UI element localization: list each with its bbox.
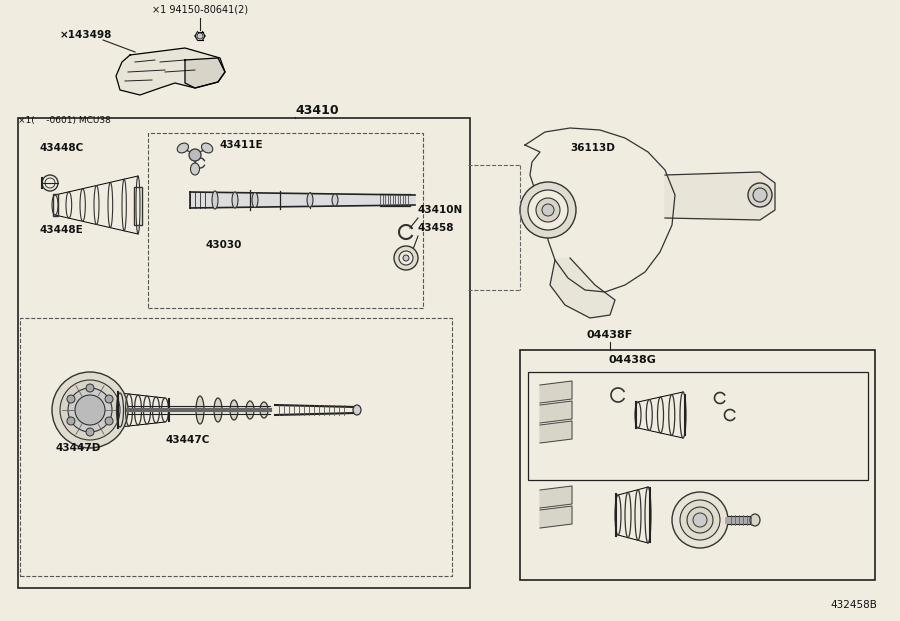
Circle shape: [197, 33, 203, 39]
Circle shape: [672, 492, 728, 548]
Text: 43448E: 43448E: [40, 225, 84, 235]
Ellipse shape: [307, 193, 313, 207]
Polygon shape: [540, 506, 572, 528]
Text: ×1 94150-80641(2): ×1 94150-80641(2): [152, 5, 248, 15]
Polygon shape: [525, 128, 675, 292]
Circle shape: [105, 417, 113, 425]
Ellipse shape: [232, 192, 238, 208]
Text: 43447C: 43447C: [165, 435, 210, 445]
Ellipse shape: [196, 396, 204, 424]
Text: 43030: 43030: [205, 240, 241, 250]
Circle shape: [753, 188, 767, 202]
Polygon shape: [665, 172, 775, 220]
Ellipse shape: [332, 194, 338, 206]
Text: ×1(    -0601) MCU38: ×1( -0601) MCU38: [18, 116, 111, 124]
Circle shape: [86, 428, 94, 436]
Bar: [520, 350, 875, 580]
Text: 43410: 43410: [295, 104, 338, 117]
Text: 43447D: 43447D: [55, 443, 101, 453]
Bar: [20, 318, 452, 576]
Ellipse shape: [353, 405, 361, 415]
Polygon shape: [540, 401, 572, 423]
Polygon shape: [190, 193, 415, 207]
Bar: [528, 372, 868, 480]
Polygon shape: [540, 486, 572, 508]
Polygon shape: [540, 381, 572, 403]
Text: 36113D: 36113D: [570, 143, 615, 153]
Text: 432458B: 432458B: [830, 600, 877, 610]
Circle shape: [52, 372, 128, 448]
Ellipse shape: [191, 163, 200, 175]
Circle shape: [86, 384, 94, 392]
Circle shape: [748, 183, 772, 207]
Bar: [18, 118, 470, 588]
Circle shape: [189, 149, 201, 161]
Bar: [134, 187, 142, 225]
Circle shape: [542, 204, 554, 216]
Polygon shape: [116, 48, 225, 95]
Text: 43448C: 43448C: [40, 143, 85, 153]
Ellipse shape: [246, 401, 254, 419]
Ellipse shape: [212, 191, 218, 209]
Ellipse shape: [177, 143, 188, 153]
Text: 43458: 43458: [418, 223, 454, 233]
Text: 43411E: 43411E: [220, 140, 264, 150]
Circle shape: [528, 190, 568, 230]
Circle shape: [403, 255, 409, 261]
Polygon shape: [540, 421, 572, 443]
Ellipse shape: [202, 143, 212, 153]
Circle shape: [680, 500, 720, 540]
Bar: [53, 194, 58, 216]
Circle shape: [60, 380, 120, 440]
Circle shape: [75, 395, 105, 425]
Circle shape: [399, 251, 413, 265]
Circle shape: [394, 246, 418, 270]
Circle shape: [68, 388, 112, 432]
Ellipse shape: [230, 400, 238, 420]
Bar: [148, 133, 423, 308]
Text: 43410N: 43410N: [418, 205, 464, 215]
Circle shape: [67, 417, 75, 425]
Text: 04438F: 04438F: [587, 330, 633, 340]
Polygon shape: [550, 258, 615, 318]
Text: 04438G: 04438G: [608, 355, 656, 365]
Polygon shape: [185, 58, 225, 88]
Ellipse shape: [750, 514, 760, 526]
Ellipse shape: [214, 398, 222, 422]
Ellipse shape: [260, 402, 268, 418]
Ellipse shape: [252, 193, 258, 207]
Circle shape: [687, 507, 713, 533]
Circle shape: [520, 182, 576, 238]
Circle shape: [105, 395, 113, 403]
Circle shape: [536, 198, 560, 222]
Text: ×143498: ×143498: [60, 30, 112, 40]
Circle shape: [693, 513, 707, 527]
Circle shape: [67, 395, 75, 403]
